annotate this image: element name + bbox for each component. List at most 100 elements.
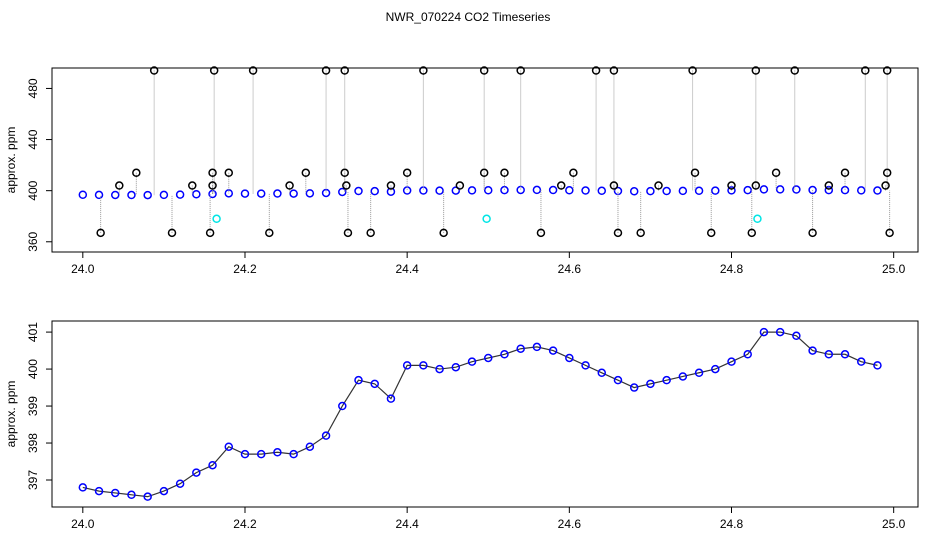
data-point (285, 181, 294, 190)
data-point (711, 364, 720, 374)
data-point (115, 181, 124, 190)
data-point (159, 190, 169, 200)
y-tick-label: 397 (26, 470, 40, 490)
data-point (565, 353, 574, 363)
data-point (743, 350, 752, 359)
data-point (646, 186, 655, 196)
data-point (581, 186, 590, 195)
data-point (94, 190, 104, 200)
data-point (500, 350, 509, 359)
y-tick-label: 401 (26, 322, 40, 342)
data-point (516, 66, 525, 75)
data-point (208, 181, 217, 190)
data-point (629, 383, 639, 392)
data-point (467, 357, 477, 366)
data-point (856, 357, 866, 366)
data-point (321, 431, 331, 440)
data-point (143, 492, 152, 501)
data-point (338, 401, 347, 411)
data-point (792, 331, 801, 341)
data-point (338, 187, 347, 197)
data-point (792, 185, 801, 194)
data-point (694, 186, 704, 196)
data-point (840, 350, 850, 359)
data-point (78, 190, 88, 200)
data-point (340, 168, 349, 178)
data-point (149, 66, 159, 75)
y-tick-label: 399 (26, 396, 40, 416)
data-point (609, 181, 619, 190)
data-point (548, 346, 558, 355)
data-point (747, 228, 757, 238)
data-point (370, 379, 379, 389)
data-point (662, 375, 671, 385)
data-point (248, 66, 258, 75)
data-point (591, 66, 601, 75)
y-axis-label: approx. ppm (4, 127, 18, 194)
data-point (273, 448, 282, 457)
x-tick-label: 25.0 (882, 262, 906, 276)
data-point (305, 189, 315, 198)
data-point (771, 168, 781, 178)
x-tick-label: 24.0 (71, 517, 95, 531)
data-point (208, 460, 217, 470)
data-point (451, 186, 461, 195)
data-point (354, 375, 363, 385)
data-point (500, 185, 509, 195)
data-point (873, 361, 882, 370)
data-point (159, 486, 169, 496)
data-point (581, 361, 590, 370)
data-point (110, 190, 120, 200)
data-point (192, 189, 201, 199)
data-point (370, 186, 379, 196)
data-point (467, 186, 477, 195)
data-point (402, 168, 412, 178)
data-point (110, 488, 120, 498)
data-point (273, 189, 282, 198)
data-point (256, 189, 266, 198)
data-point (751, 66, 761, 75)
chart-title: NWR_070224 CO2 Timeseries (386, 10, 551, 24)
data-point (301, 168, 311, 178)
data-point (646, 379, 655, 389)
data-point (556, 181, 566, 190)
data-point (127, 490, 136, 500)
data-point (516, 344, 525, 353)
data-point (856, 186, 866, 195)
data-point (824, 185, 834, 195)
data-point (342, 181, 351, 190)
x-tick-label: 25.0 (882, 517, 906, 531)
y-tick-label: 400 (26, 180, 40, 200)
data-point (212, 214, 221, 224)
data-point (419, 361, 428, 370)
data-point (386, 181, 396, 190)
data-point (532, 342, 542, 352)
data-point (188, 181, 197, 190)
y-tick-label: 360 (26, 231, 40, 251)
data-point (678, 372, 688, 381)
data-point (882, 168, 892, 178)
data-point (694, 368, 704, 378)
data-point (840, 185, 850, 195)
data-point (340, 66, 349, 75)
x-tick-label: 24.0 (71, 262, 95, 276)
data-point (439, 228, 448, 238)
data-point (597, 368, 607, 378)
data-point (688, 66, 697, 75)
data-point (824, 350, 834, 359)
data-point (78, 483, 88, 492)
data-point (727, 181, 736, 190)
data-point (483, 186, 493, 195)
data-point (224, 442, 234, 451)
data-point (629, 187, 639, 196)
data-point (289, 189, 298, 198)
data-point (516, 185, 525, 195)
data-point (840, 168, 850, 178)
data-point (548, 185, 558, 195)
y-tick-label: 440 (26, 129, 40, 149)
data-point (808, 228, 817, 238)
x-tick-label: 24.4 (395, 517, 419, 531)
data-point (205, 228, 215, 238)
data-point (479, 66, 489, 75)
